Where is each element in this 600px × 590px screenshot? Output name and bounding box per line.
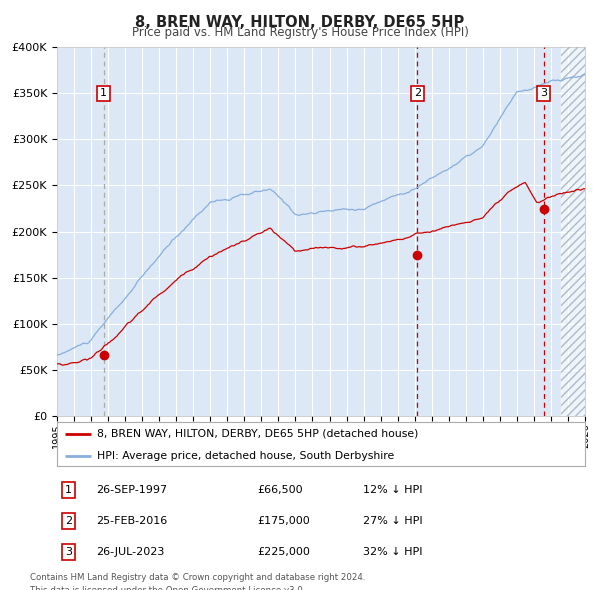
- Text: 1: 1: [65, 484, 72, 494]
- Text: 26-JUL-2023: 26-JUL-2023: [97, 548, 165, 558]
- Text: This data is licensed under the Open Government Licence v3.0.: This data is licensed under the Open Gov…: [30, 586, 305, 590]
- Text: HPI: Average price, detached house, South Derbyshire: HPI: Average price, detached house, Sout…: [97, 451, 394, 461]
- Text: 3: 3: [540, 88, 547, 99]
- Text: £66,500: £66,500: [257, 484, 303, 494]
- Text: Contains HM Land Registry data © Crown copyright and database right 2024.: Contains HM Land Registry data © Crown c…: [30, 573, 365, 582]
- Text: £225,000: £225,000: [257, 548, 311, 558]
- Text: 2: 2: [65, 516, 72, 526]
- Text: 12% ↓ HPI: 12% ↓ HPI: [363, 484, 423, 494]
- Text: £175,000: £175,000: [257, 516, 310, 526]
- Text: 27% ↓ HPI: 27% ↓ HPI: [363, 516, 423, 526]
- Text: 3: 3: [65, 548, 72, 558]
- Text: 2: 2: [413, 88, 421, 99]
- Text: 1: 1: [100, 88, 107, 99]
- Text: 8, BREN WAY, HILTON, DERBY, DE65 5HP: 8, BREN WAY, HILTON, DERBY, DE65 5HP: [136, 15, 464, 30]
- Text: 25-FEB-2016: 25-FEB-2016: [97, 516, 168, 526]
- Text: 32% ↓ HPI: 32% ↓ HPI: [363, 548, 423, 558]
- Bar: [561, 47, 585, 416]
- Text: 26-SEP-1997: 26-SEP-1997: [97, 484, 168, 494]
- Text: 8, BREN WAY, HILTON, DERBY, DE65 5HP (detached house): 8, BREN WAY, HILTON, DERBY, DE65 5HP (de…: [97, 429, 418, 439]
- Bar: [561, 47, 585, 416]
- Text: Price paid vs. HM Land Registry's House Price Index (HPI): Price paid vs. HM Land Registry's House …: [131, 26, 469, 39]
